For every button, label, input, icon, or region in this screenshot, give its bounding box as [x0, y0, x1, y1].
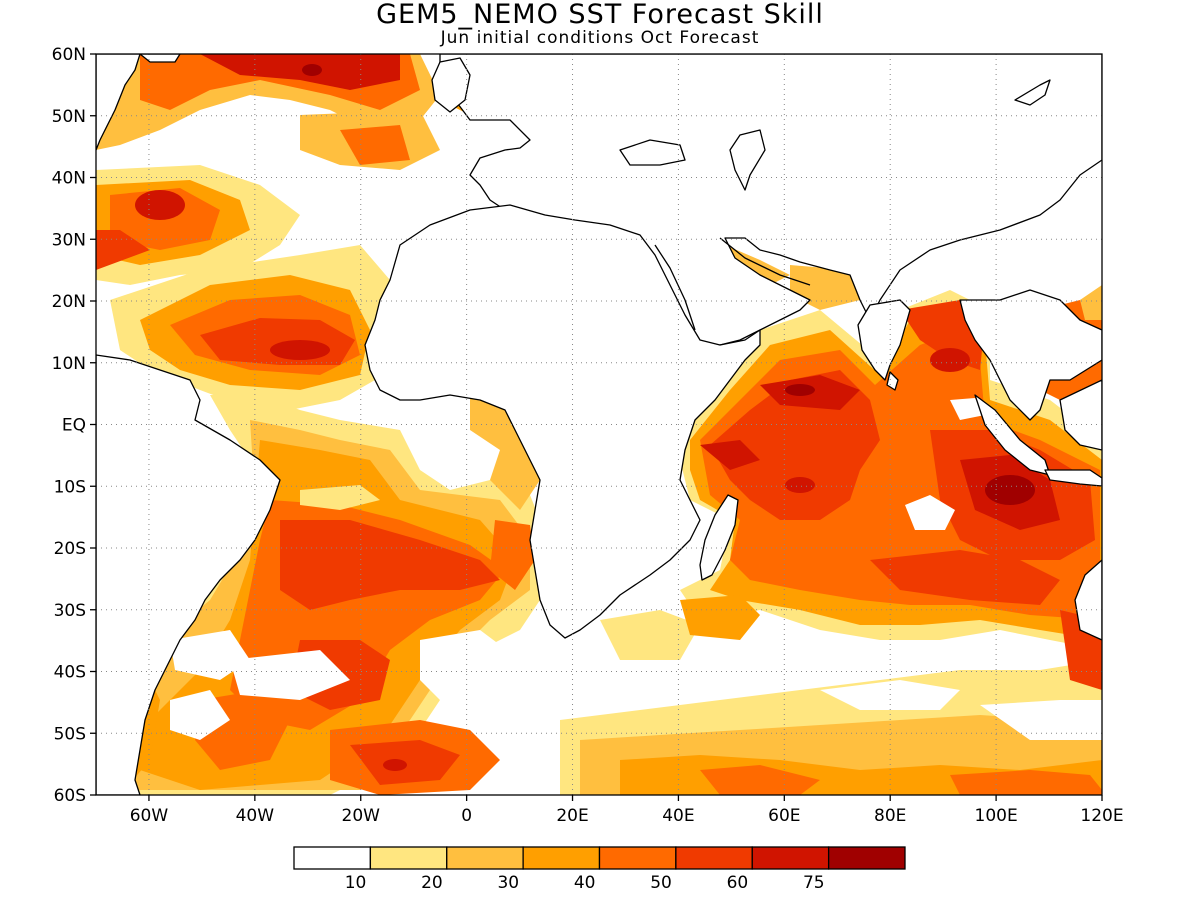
lat-tick-label: 40N [52, 169, 86, 189]
lat-tick-label: 60S [54, 786, 86, 806]
lon-tick-label: 120E [1080, 806, 1123, 826]
lon-tick-label: 60E [768, 806, 800, 826]
colorbar-label: 40 [574, 873, 596, 893]
lat-tick-label: 20S [54, 539, 86, 559]
lon-tick-label: 100E [975, 806, 1018, 826]
lat-tick-label: 60N [52, 45, 86, 65]
colorbar-swatch [522, 846, 601, 870]
map-title: GEM5_NEMO SST Forecast Skill [376, 0, 824, 30]
lon-tick-label: 0 [461, 806, 472, 826]
lon-tick-label: 80E [874, 806, 906, 826]
coastlines [96, 54, 1102, 795]
colorbar-swatch [446, 846, 524, 870]
lat-axis: 60N 50N 40N 30N 20N 10N EQ 10S 20S 30S 40S 50S 60S [52, 45, 96, 806]
map-subtitle: Jun initial conditions Oct Forecast [440, 28, 760, 48]
colorbar-label: 50 [650, 873, 672, 893]
colorbar-swatch [369, 846, 448, 870]
colorbar-label: 60 [727, 873, 749, 893]
colorbar-label: 75 [803, 873, 825, 893]
lat-tick-label: 10S [54, 477, 86, 497]
lat-tick-label: EQ [62, 416, 86, 436]
lat-tick-label: 50S [54, 724, 86, 744]
colorbar-label: 10 [345, 873, 367, 893]
lon-tick-label: 60W [130, 806, 169, 826]
colorbar-swatch [293, 846, 372, 870]
colorbar-label: 20 [421, 873, 443, 893]
colorbar: 10 20 30 40 50 60 75 [293, 846, 906, 893]
gridlines [96, 54, 1102, 795]
lat-tick-label: 50N [52, 107, 86, 127]
colorbar-swatch [827, 846, 906, 870]
lat-tick-label: 30S [54, 601, 86, 621]
colorbar-swatch [675, 846, 753, 870]
lat-tick-label: 40S [54, 663, 86, 683]
colorbar-label: 30 [497, 873, 519, 893]
colorbar-swatch [751, 846, 830, 870]
lat-tick-label: 10N [52, 354, 86, 374]
lon-tick-label: 20E [556, 806, 588, 826]
lat-tick-label: 30N [52, 230, 86, 250]
lon-tick-label: 20W [342, 806, 381, 826]
lon-tick-label: 40E [662, 806, 694, 826]
colorbar-swatch [598, 846, 677, 870]
lon-axis: 60W 40W 20W 0 20E 40E 60E 80E 100E 120E [130, 795, 1124, 826]
lat-tick-label: 20N [52, 292, 86, 312]
lon-tick-label: 40W [236, 806, 275, 826]
